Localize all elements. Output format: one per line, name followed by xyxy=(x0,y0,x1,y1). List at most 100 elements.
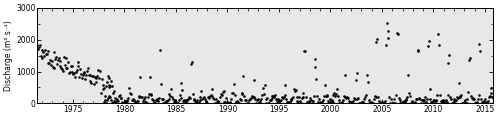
Point xyxy=(230,83,238,85)
Point xyxy=(313,96,321,97)
Point xyxy=(324,100,332,102)
Point xyxy=(210,97,218,99)
Point xyxy=(476,43,484,45)
Point xyxy=(388,102,396,104)
Point xyxy=(146,76,154,78)
Point xyxy=(107,99,115,101)
Point xyxy=(265,103,273,104)
Point xyxy=(106,86,114,87)
Point xyxy=(187,63,195,65)
Point xyxy=(402,98,410,100)
Point xyxy=(392,102,400,104)
Point xyxy=(292,89,300,91)
Point xyxy=(138,96,146,98)
Point xyxy=(162,100,170,102)
Point xyxy=(109,92,117,94)
Point xyxy=(370,95,378,97)
Point xyxy=(326,98,334,100)
Point xyxy=(410,103,418,104)
Point xyxy=(417,102,425,104)
Point xyxy=(132,102,140,103)
Point xyxy=(58,67,66,69)
Point xyxy=(104,97,112,99)
Point xyxy=(140,98,147,100)
Point xyxy=(368,103,376,104)
Point xyxy=(286,101,294,103)
Point xyxy=(74,65,82,67)
Point xyxy=(175,99,183,101)
Point xyxy=(424,45,432,47)
Point xyxy=(232,101,240,103)
Point xyxy=(304,101,312,103)
Point xyxy=(46,62,54,64)
Point xyxy=(449,102,457,104)
Point xyxy=(429,100,437,102)
Point xyxy=(440,103,448,104)
Point xyxy=(88,75,96,77)
Point xyxy=(158,98,166,100)
Point xyxy=(366,102,374,104)
Point xyxy=(48,66,56,68)
Point xyxy=(306,97,314,99)
Point xyxy=(181,101,189,103)
Point xyxy=(454,97,462,99)
Point xyxy=(272,98,280,100)
Point xyxy=(128,99,136,101)
Point xyxy=(392,94,400,96)
Point xyxy=(370,98,378,100)
Point xyxy=(298,97,306,99)
Point xyxy=(62,67,70,69)
Point xyxy=(145,93,153,95)
Point xyxy=(318,101,326,103)
Point xyxy=(276,101,283,102)
Point xyxy=(235,103,243,104)
Point xyxy=(170,101,178,103)
Point xyxy=(194,101,202,103)
Point xyxy=(226,101,234,103)
Point xyxy=(202,100,210,102)
Point xyxy=(148,94,156,95)
Point xyxy=(190,99,198,101)
Point xyxy=(396,102,404,104)
Point xyxy=(467,95,475,97)
Point xyxy=(344,97,352,99)
Point xyxy=(240,95,248,97)
Point xyxy=(206,94,214,96)
Point xyxy=(101,95,109,97)
Point xyxy=(34,48,42,50)
Point xyxy=(180,99,188,101)
Point xyxy=(380,102,388,104)
Point xyxy=(112,101,120,102)
Point xyxy=(346,103,354,104)
Point xyxy=(468,97,475,99)
Point xyxy=(426,98,434,100)
Point xyxy=(304,102,312,104)
Point xyxy=(434,94,442,96)
Point xyxy=(198,98,206,100)
Point xyxy=(91,76,99,78)
Point xyxy=(127,93,135,95)
Point xyxy=(134,95,142,97)
Point xyxy=(211,102,219,104)
Point xyxy=(210,98,218,100)
Point xyxy=(464,98,471,100)
Point xyxy=(447,98,455,100)
Point xyxy=(302,96,310,98)
Point xyxy=(102,102,110,104)
Point xyxy=(262,102,270,104)
Point xyxy=(404,96,411,98)
Point xyxy=(423,98,431,100)
Point xyxy=(461,99,469,101)
Point xyxy=(56,60,64,61)
Point xyxy=(440,99,448,101)
Point xyxy=(268,97,276,99)
Point xyxy=(190,98,198,100)
Point xyxy=(373,38,381,40)
Point xyxy=(48,60,56,62)
Point xyxy=(52,58,60,60)
Point xyxy=(378,101,386,103)
Point xyxy=(140,96,148,98)
Point xyxy=(130,98,138,99)
Point xyxy=(333,88,341,90)
Point xyxy=(74,61,82,63)
